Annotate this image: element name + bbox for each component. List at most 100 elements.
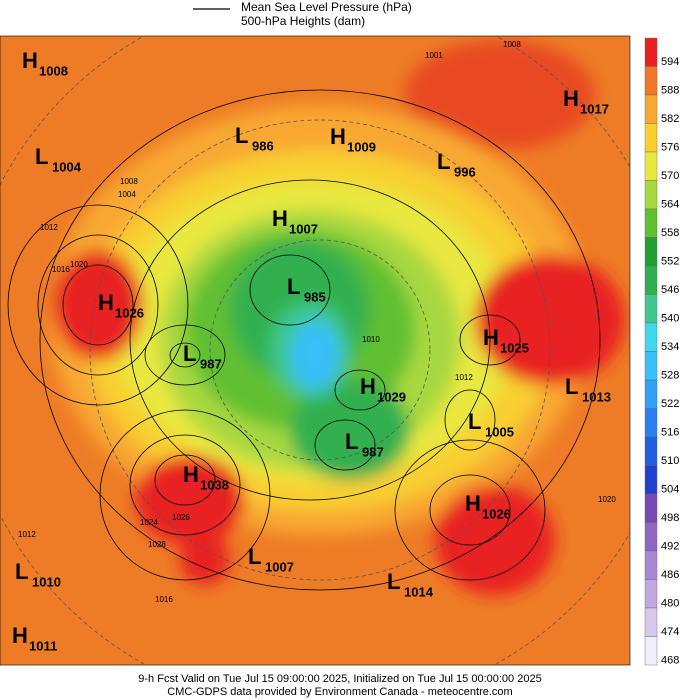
colorbar-box [644, 351, 658, 381]
height-field [50, 40, 625, 595]
center-type: L [15, 559, 28, 584]
center-pressure: 1026 [115, 305, 144, 320]
center-type: H [183, 462, 199, 487]
colorbar-box [644, 265, 658, 295]
colorbar-label: 510 [661, 455, 679, 467]
isobar-label: 1026 [172, 513, 190, 522]
center-pressure: 1014 [404, 584, 434, 599]
center-type: L [235, 123, 248, 148]
center-type: L [387, 569, 400, 594]
center-type: H [563, 86, 579, 111]
colorbar-label: 570 [661, 170, 679, 182]
center-pressure: 1029 [377, 389, 406, 404]
center-pressure: 1026 [482, 506, 511, 521]
center-pressure: 1004 [52, 159, 82, 174]
colorbar-label: 504 [661, 484, 679, 496]
colorbar-label: 558 [661, 227, 679, 239]
footer-text: CMC-GDPS data provided by Environment Ca… [167, 686, 512, 698]
center-pressure: 1013 [582, 389, 611, 404]
colorbar-box [644, 493, 658, 523]
colorbar-label: 492 [661, 541, 679, 553]
footer-text: 9-h Fcst Valid on Tue Jul 15 09:00:00 20… [138, 673, 541, 685]
colorbar-box [644, 607, 658, 637]
colorbar-box [644, 294, 658, 324]
colorbar-box [644, 522, 658, 552]
colorbar-label: 576 [661, 142, 679, 154]
colorbar-label: 480 [661, 598, 679, 610]
isobar-label: 1008 [503, 40, 521, 49]
colorbar-box [644, 151, 658, 181]
colorbar-box [644, 579, 658, 609]
isobar-label: 1012 [40, 223, 58, 232]
center-pressure: 1008 [39, 63, 68, 78]
colorbar-box [644, 636, 658, 666]
center-type: L [287, 274, 300, 299]
isobar-label: 1012 [455, 373, 473, 382]
isobars [7, 89, 601, 591]
colorbar-box [644, 66, 658, 96]
center-type: H [465, 491, 481, 516]
colorbar-box [644, 237, 658, 267]
center-type: L [183, 341, 196, 366]
center-type: H [98, 290, 114, 315]
center-type: L [468, 409, 481, 434]
isobar-label: 1020 [598, 495, 616, 504]
isobar-labels: 1020101610121004100810011008102410281026… [18, 40, 616, 604]
colorbar-label: 564 [661, 199, 679, 211]
colorbar-box [644, 123, 658, 153]
center-pressure: 1007 [265, 559, 294, 574]
isobar-label: 1020 [70, 260, 88, 269]
colorbar-box [644, 550, 658, 580]
colorbar-box [644, 408, 658, 438]
center-pressure: 986 [252, 138, 274, 153]
center-pressure: 1009 [347, 139, 376, 154]
colorbar-label: 534 [661, 341, 679, 353]
colorbar-label: 588 [661, 85, 679, 97]
colorbar-label: 522 [661, 398, 679, 410]
isobar-label: 1028 [148, 540, 166, 549]
isobar-label: 1016 [155, 595, 173, 604]
colorbar-box [644, 379, 658, 409]
colorbar-label: 582 [661, 113, 679, 125]
center-type: L [248, 544, 261, 569]
colorbar-box [644, 37, 658, 67]
colorbar: 594 588 582 576 570 564 558 552 546 540 534 528 522 5… [644, 37, 679, 667]
center-pressure: 1007 [289, 221, 318, 236]
center-pressure: 1011 [29, 638, 57, 653]
colorbar-box [644, 208, 658, 238]
colorbar-label: 516 [661, 427, 679, 439]
colorbar-box [644, 465, 658, 495]
colorbar-label: 540 [661, 313, 679, 325]
colorbar-label: 552 [661, 256, 679, 268]
colorbar-label: 468 [661, 655, 679, 667]
center-type: H [272, 206, 288, 231]
center-pressure: 987 [200, 356, 222, 371]
legend-text: Mean Sea Level Pressure (hPa) [241, 0, 412, 14]
isobar-label: 1012 [18, 530, 36, 539]
center-type: H [483, 325, 499, 350]
colorbar-label: 498 [661, 512, 679, 524]
colorbar-label: 486 [661, 569, 679, 581]
colorbar-box [644, 180, 658, 210]
center-pressure: 1005 [485, 424, 514, 439]
isobar-label: 1008 [120, 177, 138, 186]
isobar-label: 1024 [140, 518, 158, 527]
center-type: L [345, 429, 358, 454]
colorbar-label: 594 [661, 56, 679, 68]
isobar-label: 1004 [118, 190, 136, 199]
center-pressure: 1010 [32, 574, 61, 589]
center-type: H [360, 374, 376, 399]
colorbar-box [644, 436, 658, 466]
center-type: L [565, 374, 578, 399]
map-frame [0, 35, 631, 666]
center-pressure: 987 [362, 444, 384, 459]
center-type: L [437, 149, 450, 174]
isobar-label: 1016 [52, 265, 70, 274]
center-pressure: 1017 [580, 101, 609, 116]
legend-text: 500-hPa Heights (dam) [241, 14, 365, 28]
colorbar-box [644, 94, 658, 124]
center-type: L [35, 144, 48, 169]
